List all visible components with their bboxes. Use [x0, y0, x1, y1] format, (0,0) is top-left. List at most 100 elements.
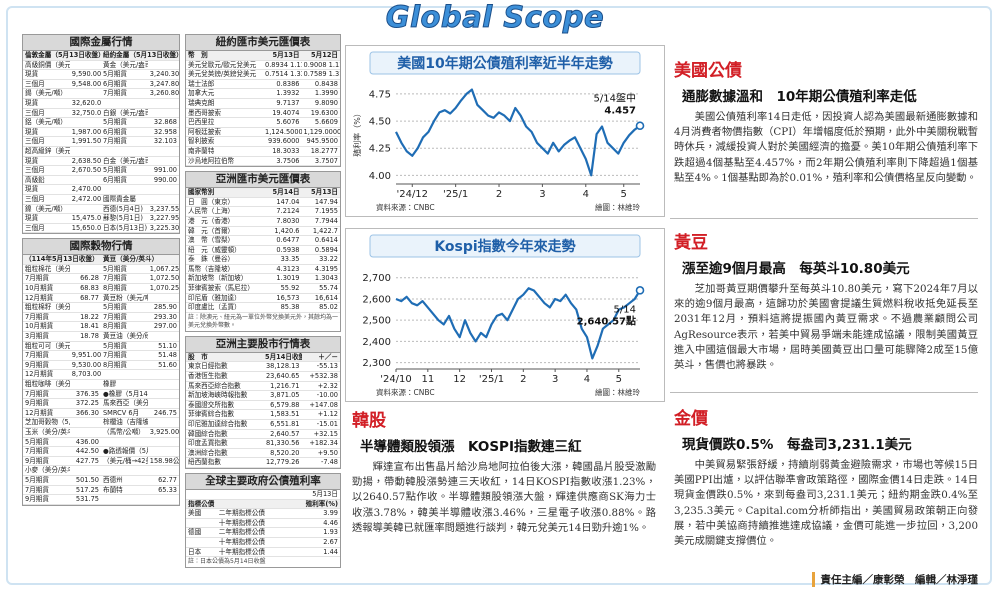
table-cell: 黃豆粉（美元/噸）	[102, 293, 148, 302]
table-cell	[70, 428, 101, 437]
x-tick-label: 4	[583, 189, 589, 200]
table-cell	[148, 332, 179, 341]
table-cell: 印尼盾（雅加達）	[188, 293, 241, 302]
table-cell: 65.33	[158, 485, 177, 494]
table-row: 紐西蘭指數 12,779.26 -7.48	[186, 458, 340, 468]
x-tick-label: '24/10	[380, 374, 412, 385]
table-cell: 十年期指標公債	[218, 537, 265, 546]
table-cell: 菲律賓披索（馬尼拉）	[188, 284, 254, 293]
table-row: 港 元（香港） 7.8030 7.7944	[186, 217, 340, 227]
table-cell	[148, 147, 179, 156]
table-cell: 菲律賓綜合指數	[188, 410, 235, 419]
table-cell: 日本(5月13日)	[102, 223, 148, 232]
table-cell: 6月期貨	[102, 127, 127, 136]
table-cell: 巴西里拉	[188, 118, 215, 127]
table-cell: 三個月	[25, 108, 45, 117]
table-cell: 9月期貨	[25, 456, 49, 465]
table-cell: 5月期貨	[102, 118, 127, 127]
table-row: 墨西哥披索 19.4074 19.6300	[186, 109, 340, 119]
table-header: 幣 別 5月13日 5月12日	[186, 51, 340, 61]
table-cell: 十年期指標公債	[218, 518, 265, 527]
table-cell: 0.8438	[314, 79, 338, 88]
table-cell: 3.99	[323, 509, 338, 518]
table-cell: 7月期貨	[102, 312, 127, 321]
table-cell: 18.22	[80, 312, 99, 321]
table-cell: 十年期指標公債	[218, 547, 265, 556]
table-cell: 7.7944	[314, 216, 338, 225]
table-cell: 7月期貨	[25, 389, 49, 398]
table-cell: 33.35	[280, 255, 300, 264]
annotation: 4.457	[604, 106, 636, 117]
table-title: 國際穀物行情	[23, 239, 179, 256]
table-cell: 國際貴金屬	[102, 194, 136, 203]
credit: 繪圖：林維玲	[595, 387, 640, 397]
table-cell: 3,925.00	[149, 427, 179, 436]
table-cell	[186, 538, 217, 547]
table-row: 韓國綜合指數 2,640.57 +32.15	[186, 430, 340, 440]
table-cell: 1,124.5000	[265, 127, 302, 136]
table-cell	[70, 265, 101, 274]
table-cell: 人民幣（上海）	[188, 207, 235, 216]
table-cell	[101, 370, 148, 379]
table-cell: 372.25	[75, 399, 99, 408]
table-cell: 436.00	[75, 437, 99, 446]
table-cell: 瑞士法郎	[188, 79, 215, 88]
table-cell: 港 元（香港）	[188, 216, 235, 225]
table-row: 現貨 2,470.00	[23, 185, 179, 195]
column-header: 國家幣別	[188, 188, 215, 197]
table-cell: 8月期貨	[102, 360, 127, 369]
table-cell: +532.38	[309, 372, 338, 381]
table-cell: 427.75	[75, 456, 99, 465]
table-row: 10月期貨 18.41 8月期貨 297.00	[23, 322, 179, 333]
table-cell: 白銀（美元/盎司）	[102, 108, 148, 117]
body-text: 美國公債殖利率14日走低，因投資人認為美國最新通膨數據和4月消費者物價指數（CP…	[674, 111, 978, 184]
table-cell: 0.9008 1.1101	[303, 60, 341, 69]
y-axis-label: 殖利率（%）	[352, 109, 362, 157]
table-cell: 55.74	[319, 284, 338, 293]
table-cell: 美元兌歐元/歐元兌美元	[188, 60, 257, 69]
table-cell: 鎳（美元/噸）	[25, 204, 67, 213]
table-cell: 16,573	[276, 293, 300, 302]
table-row: 現貨 9,590.00 5月期貨 3,240.30	[23, 70, 179, 80]
table-cell: +2.32	[317, 381, 338, 390]
table-cell	[70, 176, 101, 185]
table-row: 泰 銖（曼谷） 33.35 33.22	[186, 255, 340, 265]
column-header: 幣 別	[188, 51, 208, 59]
table-cell: 5月期貨	[102, 166, 127, 175]
table-cell: 297.00	[153, 322, 177, 331]
article: 韓股 半導體類股領漲 KOSPI指數連三紅 輝達宣布出售晶片給沙烏地阿拉伯後大漲…	[352, 406, 656, 536]
body-text: 芝加哥黃豆期價攀升至每英斗10.80美元，寫下2024年7月以來的逾9個月最高，…	[674, 283, 978, 372]
table-cell: 高級銅價（美元/噸）	[25, 60, 70, 69]
table-cell: 7月期貨	[25, 274, 49, 283]
section-title: 韓股	[352, 411, 386, 431]
table-cell: 9,548.00	[71, 79, 101, 88]
annotation: 5/14	[614, 304, 636, 315]
table-title: 紐約匯市美元匯價表	[186, 35, 340, 51]
table-row: 9月期貨 531.75	[23, 495, 179, 505]
table-cell	[101, 99, 148, 108]
table-cell: 376.35	[75, 389, 99, 398]
table-row: 現貨 1,987.00 6月期貨 32.958	[23, 128, 179, 138]
table-cell: 945.9500	[306, 137, 338, 146]
x-tick-label: 12	[453, 374, 466, 385]
table-cell: 9,951.00	[71, 351, 101, 360]
table-cell: 印尼雅加達綜合指數	[188, 420, 248, 428]
table-cell: 現貨	[25, 185, 39, 194]
table-cell: 158.98公升）	[149, 456, 179, 465]
table-header: 股 市 5月14日收盤 ＋／－	[186, 352, 340, 363]
table-cell: 超高級鋅（美元/噸）	[25, 146, 70, 155]
table-cell: 5月期貨	[102, 264, 127, 273]
table-cell: 1,072.50	[149, 274, 179, 283]
table-cell: 3.7506	[276, 156, 300, 165]
column: 紐約匯市美元匯價表幣 別 5月13日 5月12日 美元兌歐元/歐元兌美元 0.8934 …	[185, 34, 341, 569]
x-tick-label: 5	[621, 189, 627, 200]
table-cell: 68.83	[80, 284, 99, 293]
table-cell: 西德(5月4日)	[102, 204, 143, 213]
table-cell: 瑞典克朗	[188, 98, 215, 107]
table-cell: 1,067.25	[149, 264, 179, 273]
table-cell: 147.94	[314, 197, 338, 206]
table-cell	[148, 195, 179, 204]
frame	[6, 6, 992, 585]
table-row: 10月期貨 68.83 8月期貨 1,070.25	[23, 284, 179, 294]
table-cell: 18.41	[80, 322, 99, 331]
